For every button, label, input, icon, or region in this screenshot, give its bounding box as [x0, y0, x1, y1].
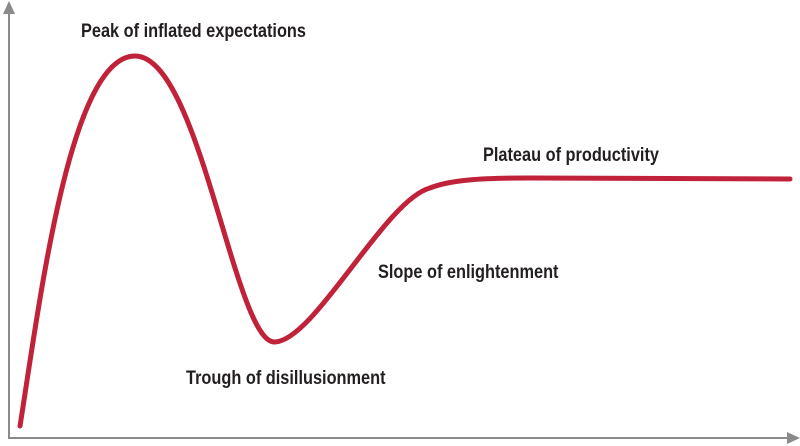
- hype-curve: [17, 53, 793, 429]
- label-peak-of-inflated-expectations: Peak of inflated expectations: [81, 20, 306, 41]
- y-axis-arrow-icon: [3, 1, 15, 14]
- label-plateau-of-productivity: Plateau of productivity: [483, 144, 659, 165]
- x-axis-arrow-icon: [787, 432, 800, 444]
- label-trough-of-disillusionment: Trough of disillusionment: [186, 367, 386, 388]
- phase-labels: Peak of inflated expectations Plateau of…: [81, 20, 659, 388]
- axes: [3, 1, 800, 444]
- label-slope-of-enlightenment: Slope of enlightenment: [378, 261, 559, 282]
